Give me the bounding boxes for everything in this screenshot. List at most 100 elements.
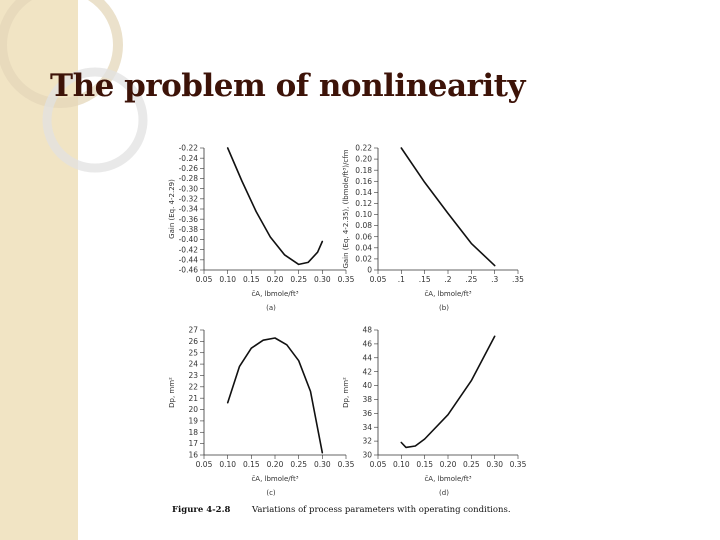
x-axis-label: c̄A, lbmole/ft³ (251, 475, 298, 483)
y-tick-label: 40 (362, 381, 372, 390)
x-tick-label: 0.15 (243, 275, 260, 284)
y-tick-label: 0.06 (355, 232, 372, 241)
panel-label: (c) (266, 489, 276, 497)
x-tick-label: 0.30 (314, 275, 331, 284)
y-tick-label: 18 (188, 428, 198, 437)
series-line-0 (226, 337, 324, 454)
series-line-0 (400, 147, 496, 267)
y-tick-label: 0 (367, 266, 372, 275)
x-tick-label: 0.05 (370, 460, 387, 469)
y-tick-label: 42 (362, 367, 372, 376)
chart-panel-c: 27 26 25 24 23 22 21 20 19 18 17 160.05 0.10 0.15 0.20… (168, 326, 355, 497)
y-tick-label: -0.44 (179, 255, 199, 264)
chart-panel-b: 0.22 0.20 0.18 0.16 0.14 0.12 0.10 0.08 0.06 0.04… (342, 144, 524, 312)
x-tick-label: 0.20 (267, 275, 284, 284)
x-tick-label: 0.05 (196, 460, 213, 469)
x-tick-label: 0.35 (338, 275, 355, 284)
y-tick-label: -0.22 (179, 144, 199, 153)
x-tick-label: 0.20 (440, 460, 457, 469)
y-tick-label: -0.24 (179, 154, 199, 163)
y-tick-label: 0.14 (355, 188, 372, 197)
x-tick-label: .2 (444, 275, 451, 284)
y-tick-label: 0.02 (355, 255, 372, 264)
x-tick-label: .25 (465, 275, 477, 284)
slide-title: The problem of nonlinearity (50, 68, 525, 104)
x-tick-label: 0.15 (416, 460, 433, 469)
x-tick-label: 0.10 (219, 460, 236, 469)
y-tick-label: 30 (362, 451, 372, 460)
y-tick-label: -0.28 (179, 174, 199, 183)
y-tick-label: 0.08 (355, 221, 372, 230)
x-tick-label: 0.05 (370, 275, 387, 284)
y-axis-label: Gain (Eq. 4-2.35), (lbmole/ft³)/cfm (342, 149, 350, 268)
y-tick-label: -0.46 (179, 266, 199, 275)
x-tick-label: 0.25 (290, 275, 307, 284)
x-tick-label: 0.35 (510, 460, 527, 469)
chart-panel-d: 48 46 44 42 40 38 36 34 32 300.05 0.10 0.15 0.20 0.25… (342, 326, 527, 497)
panel-label: (d) (439, 489, 449, 497)
y-tick-label: 48 (362, 326, 372, 335)
sidebar-band (0, 0, 78, 540)
y-tick-label: 0.16 (355, 177, 372, 186)
x-tick-label: 0.10 (219, 275, 236, 284)
x-tick-label: 0.25 (290, 460, 307, 469)
y-tick-label: -0.36 (179, 215, 199, 224)
y-tick-label: 23 (188, 371, 198, 380)
x-tick-label: 0.30 (314, 460, 331, 469)
x-axis-label: c̄A, lbmole/ft³ (424, 475, 471, 483)
y-tick-label: 46 (362, 339, 372, 348)
x-tick-label: 0.25 (463, 460, 480, 469)
x-tick-label: .35 (512, 275, 524, 284)
x-tick-label: .3 (491, 275, 498, 284)
x-tick-label: 0.30 (486, 460, 503, 469)
y-tick-label: 24 (188, 360, 198, 369)
y-tick-label: -0.34 (179, 205, 199, 214)
chart-panel-a: -0.22-0.24-0.26-0.28-0.30-0.32 -0.34-0.36… (168, 144, 355, 312)
y-tick-label: 0.10 (355, 210, 372, 219)
y-tick-label: -0.30 (179, 184, 199, 193)
y-tick-label: 34 (362, 423, 372, 432)
panel-label: (a) (266, 304, 276, 312)
y-tick-label: -0.26 (179, 164, 199, 173)
y-tick-label: 26 (188, 337, 198, 346)
figure-caption-text: Variations of process parameters with op… (251, 505, 511, 515)
y-axis-label: Dp, mm² (342, 377, 350, 408)
x-axis-label: c̄A, lbmole/ft³ (424, 290, 471, 298)
y-tick-label: 0.22 (355, 144, 372, 153)
x-tick-label: 0.20 (267, 460, 284, 469)
x-tick-label: .1 (398, 275, 405, 284)
x-tick-label: .15 (419, 275, 431, 284)
x-tick-label: 0.05 (196, 275, 213, 284)
x-axis-label: c̄A, lbmole/ft³ (251, 290, 298, 298)
y-tick-label: 38 (362, 395, 372, 404)
y-tick-label: 19 (188, 417, 198, 426)
y-tick-label: -0.40 (179, 235, 199, 244)
y-tick-label: 0.12 (355, 199, 372, 208)
y-tick-label: 36 (362, 409, 372, 418)
decorative-rings (0, 0, 148, 173)
panel-label: (b) (439, 304, 449, 312)
y-tick-label: 25 (188, 348, 198, 357)
y-tick-label: 20 (188, 405, 198, 414)
y-axis-label: Dp, mm² (168, 377, 176, 408)
y-tick-label: -0.38 (179, 225, 199, 234)
y-tick-label: -0.32 (179, 194, 199, 203)
y-tick-label: 44 (362, 353, 372, 362)
y-tick-label: 22 (188, 382, 198, 391)
series-line-0 (400, 335, 496, 449)
figure-caption-label: Figure 4-2.8 (172, 505, 231, 515)
x-tick-label: 0.15 (243, 460, 260, 469)
y-tick-label: 17 (188, 439, 198, 448)
x-tick-label: 0.10 (393, 460, 410, 469)
y-tick-label: -0.42 (179, 245, 199, 254)
x-tick-label: 0.35 (338, 460, 355, 469)
series-line-0 (226, 147, 324, 266)
y-tick-label: 27 (188, 326, 198, 335)
y-tick-label: 0.04 (355, 243, 372, 252)
y-tick-label: 21 (188, 394, 198, 403)
y-tick-label: 0.20 (355, 155, 372, 164)
y-tick-label: 0.18 (355, 166, 372, 175)
y-axis-label: Gain (Eq. 4-2.29) (168, 179, 176, 239)
y-tick-label: 16 (188, 451, 198, 460)
